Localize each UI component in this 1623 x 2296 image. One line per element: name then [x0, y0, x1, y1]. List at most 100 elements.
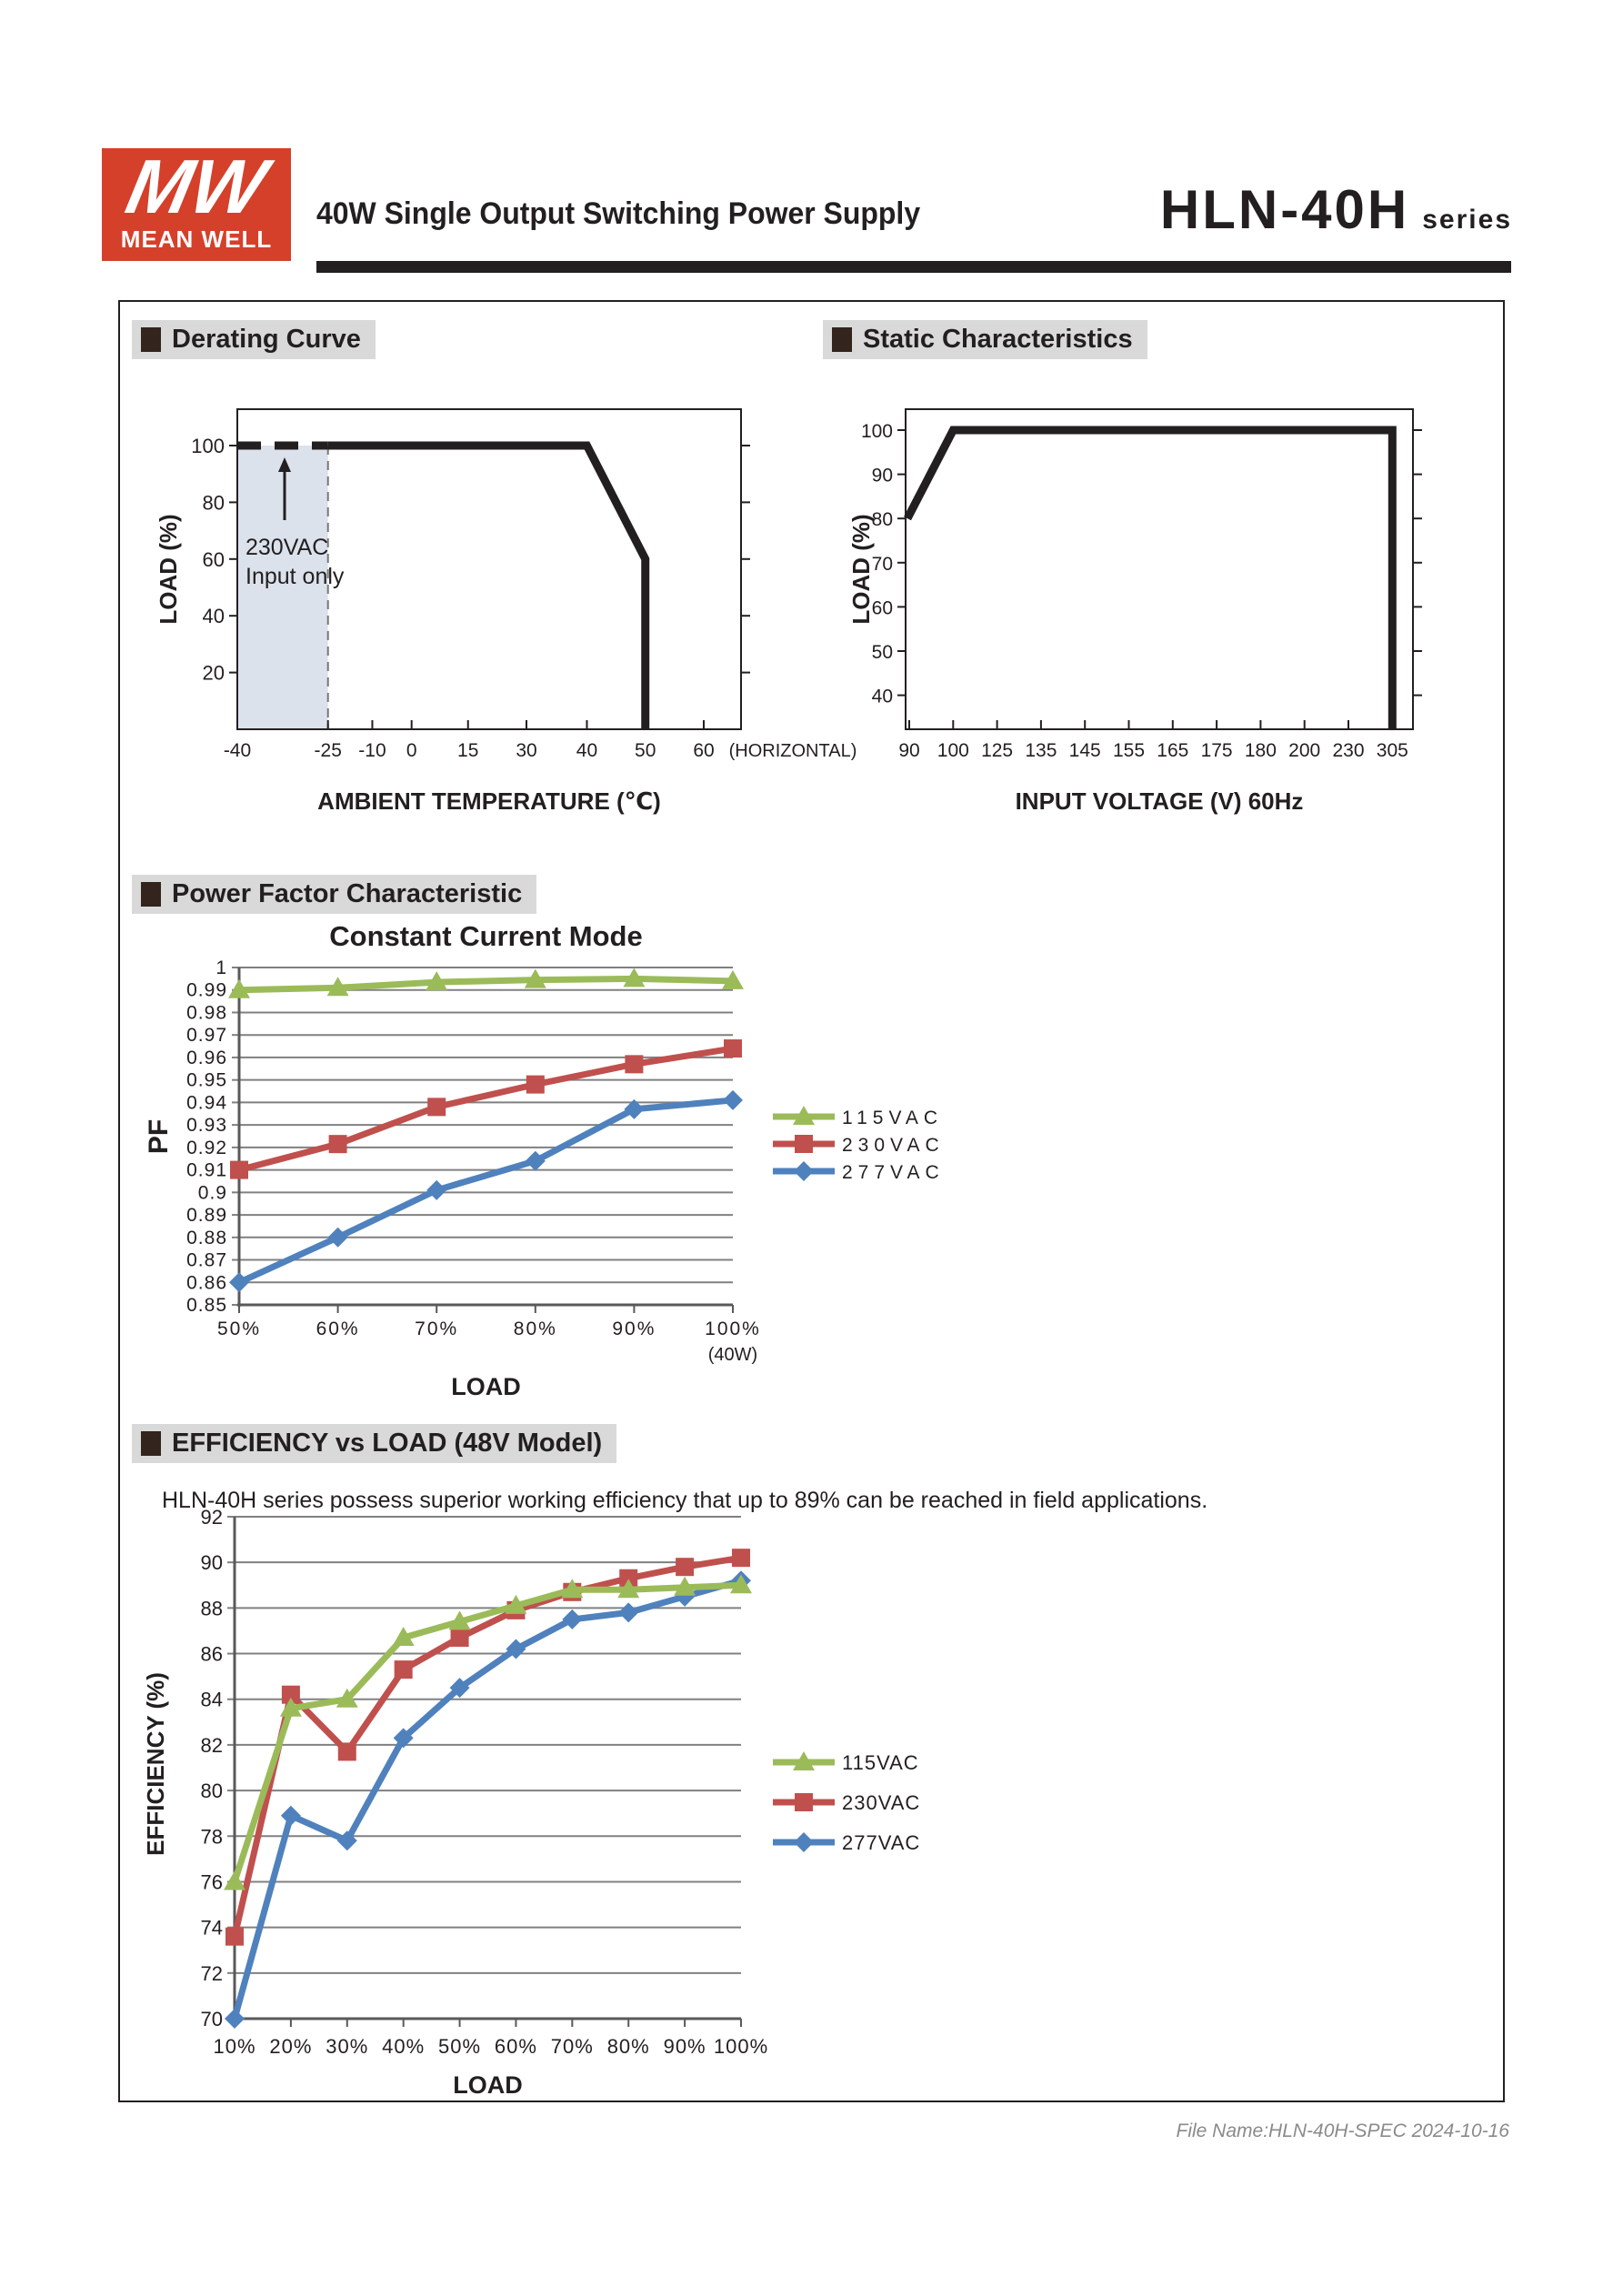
- svg-text:92: 92: [201, 1506, 223, 1529]
- svg-text:50%: 50%: [438, 2035, 481, 2058]
- svg-text:30: 30: [516, 740, 536, 761]
- svg-text:40%: 40%: [382, 2035, 425, 2058]
- svg-text:-25: -25: [315, 740, 342, 761]
- svg-text:305: 305: [1377, 740, 1408, 761]
- svg-text:80%: 80%: [514, 1318, 557, 1339]
- section-title: EFFICIENCY vs LOAD (48V Model): [172, 1429, 603, 1458]
- efficiency-chart: 70 72 74 76 78 80 82 84 86 88 90 92 10% 20% 30% 40% 50% 6…: [142, 1506, 920, 2099]
- svg-text:145: 145: [1069, 740, 1101, 761]
- svg-text:60%: 60%: [495, 2035, 537, 2058]
- svg-text:-40: -40: [224, 740, 251, 761]
- section-header-static: Static Characteristics: [823, 320, 1147, 359]
- meanwell-logo: MW MEAN WELL: [102, 144, 291, 261]
- eff-series-115VAC: [224, 1574, 752, 1890]
- svg-text:74: 74: [201, 1917, 223, 1940]
- svg-text:80%: 80%: [607, 2035, 650, 2058]
- square-bullet-icon: [141, 327, 161, 352]
- svg-text:50: 50: [872, 642, 893, 663]
- svg-text:40: 40: [576, 740, 597, 761]
- svg-text:90: 90: [898, 740, 919, 761]
- svg-text:70: 70: [201, 2008, 223, 2030]
- section-title: Power Factor Characteristic: [172, 879, 523, 908]
- pf-series-115VAC: [228, 968, 744, 998]
- power-factor-chart: Constant Current Mode10.990.980.970.960.…: [144, 920, 943, 1400]
- svg-text:86: 86: [201, 1643, 223, 1666]
- model-series-suffix: series: [1422, 205, 1512, 235]
- file-info-footer: File Name:HLN-40H-SPEC 2024-10-16: [1176, 2121, 1510, 2141]
- svg-text:76: 76: [201, 1870, 223, 1893]
- svg-text:115VAC: 115VAC: [842, 1108, 943, 1128]
- svg-text:175: 175: [1201, 740, 1233, 761]
- svg-text:90: 90: [872, 466, 893, 486]
- svg-text:135: 135: [1025, 740, 1057, 761]
- logo-mw-monogram: MW: [119, 144, 274, 229]
- svg-text:15: 15: [457, 740, 478, 761]
- square-bullet-icon: [141, 882, 161, 907]
- svg-text:0.95: 0.95: [186, 1070, 227, 1091]
- section-header-pf: Power Factor Characteristic: [132, 875, 537, 914]
- svg-text:230VAC: 230VAC: [245, 535, 328, 560]
- chart-legend: 115VAC 230VAC 277VAC: [773, 1751, 920, 1854]
- svg-text:0.99: 0.99: [186, 980, 227, 1001]
- pf-series-230VAC: [230, 1039, 742, 1179]
- svg-text:82: 82: [201, 1734, 223, 1757]
- svg-text:230VAC: 230VAC: [842, 1791, 920, 1814]
- efficiency-description: HLN-40H series possess superior working …: [162, 1488, 1208, 1513]
- square-bullet-icon: [141, 1431, 161, 1456]
- svg-text:0: 0: [406, 740, 417, 761]
- title-divider-bar: [316, 261, 1511, 273]
- svg-text:230: 230: [1332, 740, 1364, 761]
- svg-text:0.97: 0.97: [186, 1025, 227, 1046]
- svg-text:80: 80: [872, 509, 893, 530]
- svg-text:0.87: 0.87: [186, 1250, 227, 1271]
- svg-text:20%: 20%: [269, 2035, 312, 2058]
- section-title: Derating Curve: [172, 325, 361, 354]
- svg-text:80: 80: [203, 491, 225, 514]
- svg-text:INPUT VOLTAGE (V) 60Hz: INPUT VOLTAGE (V) 60Hz: [1016, 787, 1304, 815]
- svg-text:-10: -10: [358, 740, 386, 761]
- square-bullet-icon: [832, 327, 852, 352]
- svg-text:100%: 100%: [714, 2035, 768, 2058]
- svg-text:0.92: 0.92: [186, 1138, 227, 1158]
- svg-text:0.96: 0.96: [186, 1048, 227, 1068]
- static-characteristics-chart: 40 50 60 70 80 90 100 90 100 125 135 145 155 165 175 18…: [847, 408, 1422, 815]
- svg-text:0.89: 0.89: [186, 1205, 227, 1226]
- svg-text:(40W): (40W): [708, 1345, 757, 1365]
- svg-text:78: 78: [201, 1825, 223, 1848]
- logo-wordmark: MEAN WELL: [120, 226, 273, 253]
- svg-text:90%: 90%: [612, 1318, 656, 1339]
- svg-text:72: 72: [201, 1962, 223, 1985]
- svg-text:0.85: 0.85: [186, 1295, 227, 1316]
- svg-text:90%: 90%: [664, 2035, 706, 2058]
- svg-text:0.91: 0.91: [186, 1160, 227, 1181]
- section-header-derating: Derating Curve: [132, 320, 376, 359]
- svg-text:20: 20: [203, 662, 225, 685]
- svg-text:LOAD: LOAD: [453, 2071, 523, 2099]
- legend-item-230VAC: 230VAC: [773, 1791, 920, 1814]
- svg-text:70%: 70%: [551, 2035, 594, 2058]
- svg-text:0.94: 0.94: [186, 1092, 227, 1113]
- section-title: Static Characteristics: [863, 325, 1133, 354]
- svg-text:10%: 10%: [213, 2035, 255, 2058]
- svg-text:(HORIZONTAL): (HORIZONTAL): [729, 741, 857, 761]
- derating-curve-chart: 20 40 60 80 100 -40 -25 -10 0 15 30 40 50 60 (HORIZONT…: [155, 408, 857, 815]
- svg-text:AMBIENT TEMPERATURE (℃): AMBIENT TEMPERATURE (℃): [317, 787, 661, 815]
- legend-item-230VAC: 230VAC: [773, 1135, 939, 1156]
- eff-series-277VAC: [225, 1570, 751, 2029]
- svg-text:40: 40: [203, 605, 225, 627]
- svg-text:100: 100: [937, 740, 969, 761]
- model-name: HLN-40H: [1159, 179, 1410, 240]
- svg-text:Constant Current Mode: Constant Current Mode: [329, 920, 642, 952]
- svg-text:EFFICIENCY (%): EFFICIENCY (%): [142, 1672, 169, 1856]
- svg-text:0.98: 0.98: [186, 1002, 227, 1023]
- svg-text:LOAD (%): LOAD (%): [155, 514, 182, 624]
- legend-item-277VAC: 277VAC: [773, 1831, 919, 1854]
- svg-text:50%: 50%: [217, 1318, 261, 1339]
- svg-text:30%: 30%: [326, 2035, 368, 2058]
- svg-text:155: 155: [1113, 740, 1145, 761]
- svg-text:LOAD: LOAD: [451, 1373, 521, 1400]
- derating-annotation: 230VAC Input only: [245, 457, 345, 589]
- svg-text:100: 100: [191, 435, 225, 457]
- section-header-efficiency: EFFICIENCY vs LOAD (48V Model): [132, 1424, 617, 1463]
